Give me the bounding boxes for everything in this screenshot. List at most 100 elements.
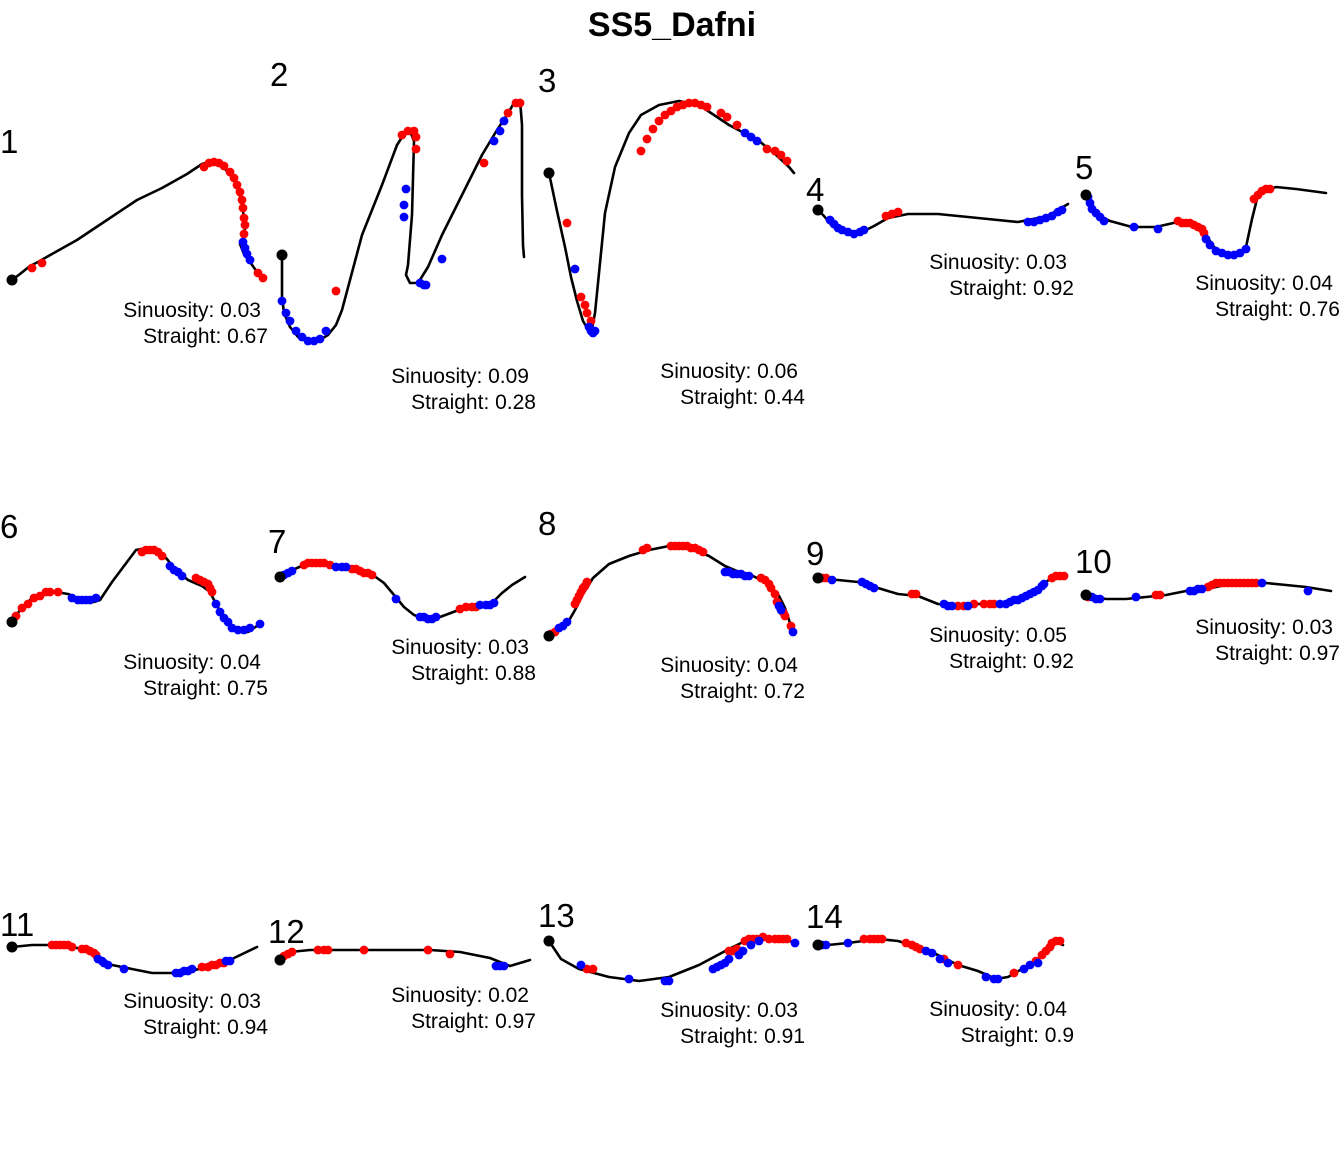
blue-point bbox=[754, 936, 764, 946]
panel-5: 5 Sinuosity: 0.04 Straight: 0.76 bbox=[1075, 149, 1340, 321]
panel-11: 11 Sinuosity: 0.03 Straight: 0.94 bbox=[0, 906, 268, 1039]
panel-10: 10 Sinuosity: 0.03 Straight: 0.97 bbox=[1075, 543, 1340, 665]
straight-label: Straight: 0.97 bbox=[411, 1010, 536, 1033]
start-point bbox=[812, 939, 824, 951]
blue-point bbox=[1153, 224, 1163, 234]
red-point bbox=[238, 203, 248, 213]
blue-point bbox=[1033, 958, 1043, 968]
blue-point bbox=[947, 601, 957, 611]
blue-point bbox=[821, 940, 831, 950]
blue-point bbox=[103, 960, 113, 970]
blue-point bbox=[981, 972, 991, 982]
start-point bbox=[276, 249, 288, 261]
red-point bbox=[37, 258, 47, 268]
start-point bbox=[543, 630, 555, 642]
red-point bbox=[1009, 968, 1019, 978]
panel-id-label: 6 bbox=[0, 508, 18, 545]
red-point bbox=[503, 108, 513, 118]
track-line bbox=[547, 99, 796, 333]
blue-point bbox=[963, 601, 973, 611]
red-point bbox=[580, 300, 590, 310]
straight-label: Straight: 0.75 bbox=[143, 677, 268, 700]
red-point bbox=[235, 187, 245, 197]
sinuosity-label: Sinuosity: 0.03 bbox=[929, 251, 1067, 274]
start-point bbox=[543, 935, 555, 947]
straight-label: Straight: 0.28 bbox=[411, 391, 536, 414]
blue-point bbox=[664, 976, 674, 986]
blue-point bbox=[869, 583, 879, 593]
blue-point bbox=[935, 954, 945, 964]
sinuosity-label: Sinuosity: 0.03 bbox=[123, 990, 261, 1013]
red-point bbox=[323, 945, 333, 955]
blue-point bbox=[738, 946, 748, 956]
red-point bbox=[515, 98, 525, 108]
straight-label: Straight: 0.9 bbox=[961, 1024, 1074, 1047]
blue-point bbox=[790, 938, 800, 948]
panel-id-label: 3 bbox=[538, 62, 556, 99]
red-point bbox=[762, 144, 772, 154]
start-point bbox=[6, 616, 18, 628]
blue-point bbox=[245, 623, 255, 633]
blue-point bbox=[177, 571, 187, 581]
red-point bbox=[67, 942, 77, 952]
red-point bbox=[237, 195, 247, 205]
red-point bbox=[53, 587, 63, 597]
start-point bbox=[6, 941, 18, 953]
panel-1: 1 Sinuosity: 0.03 Straight: 0.67 bbox=[0, 123, 268, 348]
red-point bbox=[1155, 590, 1165, 600]
sinuosity-label: Sinuosity: 0.04 bbox=[929, 998, 1067, 1021]
straight-label: Straight: 0.88 bbox=[411, 662, 536, 685]
blue-point bbox=[291, 326, 301, 336]
blue-point bbox=[499, 116, 509, 126]
start-point bbox=[274, 571, 286, 583]
sinuosity-label: Sinuosity: 0.02 bbox=[391, 984, 529, 1007]
panel-id-label: 8 bbox=[538, 505, 556, 542]
sinuosity-label: Sinuosity: 0.03 bbox=[1195, 616, 1333, 639]
straight-label: Straight: 0.92 bbox=[949, 277, 1074, 300]
blue-point bbox=[285, 316, 295, 326]
blue-point bbox=[1205, 240, 1215, 250]
red-point bbox=[562, 218, 572, 228]
red-point bbox=[240, 220, 250, 230]
blue-point bbox=[211, 599, 221, 609]
blue-point bbox=[576, 960, 586, 970]
blue-point bbox=[752, 136, 762, 146]
start-point bbox=[1080, 589, 1092, 601]
panel-2: 2 Sinuosity: 0.09 Straight: 0.28 bbox=[270, 56, 536, 414]
red-point bbox=[23, 599, 33, 609]
panel-id-label: 9 bbox=[806, 535, 824, 572]
red-point bbox=[219, 161, 229, 171]
blue-point bbox=[321, 326, 331, 336]
blue-point bbox=[245, 255, 255, 265]
sinuosity-label: Sinuosity: 0.06 bbox=[660, 360, 798, 383]
panel-id-label: 5 bbox=[1075, 149, 1093, 186]
red-point bbox=[359, 945, 369, 955]
red-point bbox=[648, 124, 658, 134]
blue-point bbox=[570, 264, 580, 274]
blue-point bbox=[843, 938, 853, 948]
red-point bbox=[1055, 936, 1065, 946]
panels: 1 Sinuosity: 0.03 Straight: 0.67 2 Sinuosity… bbox=[0, 56, 1340, 1048]
panel-id-label: 10 bbox=[1075, 543, 1112, 580]
blue-point bbox=[225, 956, 235, 966]
blue-point bbox=[1241, 244, 1251, 254]
start-point bbox=[812, 572, 824, 584]
sinuosity-label: Sinuosity: 0.05 bbox=[929, 624, 1067, 647]
blue-point bbox=[431, 612, 441, 622]
blue-point bbox=[1131, 592, 1141, 602]
blue-point bbox=[1129, 222, 1139, 232]
blue-point bbox=[341, 562, 351, 572]
red-point bbox=[642, 134, 652, 144]
red-point bbox=[582, 577, 592, 587]
red-point bbox=[367, 570, 377, 580]
panel-6: 6 Sinuosity: 0.04 Straight: 0.75 bbox=[0, 508, 268, 700]
blue-point bbox=[489, 136, 499, 146]
blue-point bbox=[401, 184, 411, 194]
blue-point bbox=[391, 594, 401, 604]
panel-id-label: 7 bbox=[268, 523, 286, 560]
panel-id-label: 14 bbox=[806, 898, 843, 935]
red-point bbox=[45, 587, 55, 597]
blue-point bbox=[499, 961, 509, 971]
blue-point bbox=[187, 964, 197, 974]
blue-point bbox=[1025, 960, 1035, 970]
